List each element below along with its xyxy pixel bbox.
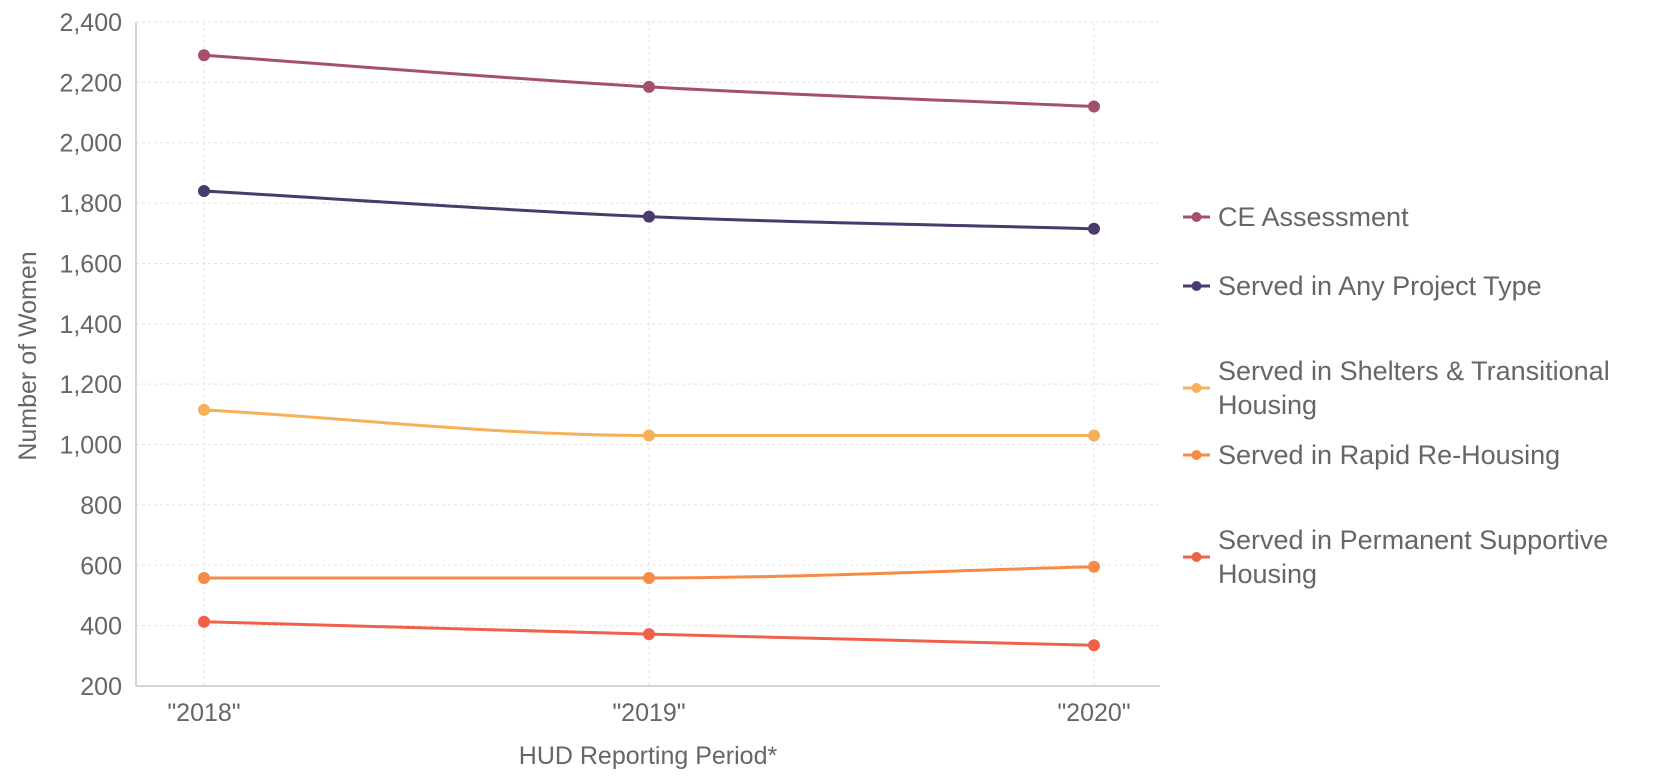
y-tick-label: 2,000 bbox=[59, 130, 122, 158]
legend-label-line: Served in Permanent Supportive bbox=[1218, 525, 1608, 555]
y-tick-label: 2,400 bbox=[59, 9, 122, 37]
data-point[interactable] bbox=[643, 571, 655, 584]
legend-item[interactable]: CE Assessment bbox=[1183, 202, 1409, 232]
data-point[interactable] bbox=[1088, 639, 1100, 652]
legend-label-line: Served in Any Project Type bbox=[1218, 271, 1542, 301]
data-point[interactable] bbox=[643, 628, 655, 641]
y-tick-label: 1,400 bbox=[59, 311, 122, 339]
x-tick-label: "2020" bbox=[1057, 699, 1130, 727]
legend-marker-dot bbox=[1191, 450, 1202, 460]
legend-label: Served in Shelters & Transitional Housing bbox=[1218, 356, 1610, 420]
y-tick-label: 600 bbox=[80, 552, 122, 580]
y-tick-label: 1,000 bbox=[59, 432, 122, 460]
data-point[interactable] bbox=[643, 429, 655, 442]
legend-item[interactable]: Served in Any Project Type bbox=[1183, 271, 1542, 301]
legend-item[interactable]: Served in Rapid Re-Housing bbox=[1183, 440, 1560, 470]
x-tick-label: "2018" bbox=[167, 699, 240, 727]
y-tick-label: 400 bbox=[80, 613, 122, 641]
legend-label: Served in Any Project Type bbox=[1218, 271, 1542, 301]
x-axis-ticks: "2018" "2019" "2020" bbox=[167, 699, 1130, 727]
legend-item[interactable]: Served in Permanent Supportive Housing bbox=[1183, 525, 1608, 589]
series-5 bbox=[198, 615, 1100, 652]
legend: CE Assessment Served in Any Project Type S… bbox=[1183, 202, 1610, 589]
series-1 bbox=[198, 49, 1100, 113]
x-axis-title: HUD Reporting Period* bbox=[519, 742, 778, 770]
legend-label-line: Housing bbox=[1218, 390, 1317, 420]
legend-label-line: Served in Shelters & Transitional bbox=[1218, 356, 1610, 386]
series-4 bbox=[198, 560, 1100, 584]
axes bbox=[135, 22, 1160, 687]
data-point[interactable] bbox=[643, 210, 655, 223]
grid bbox=[136, 21, 1160, 687]
legend-marker-dot bbox=[1191, 281, 1202, 291]
data-point[interactable] bbox=[198, 615, 210, 628]
data-point[interactable] bbox=[198, 571, 210, 584]
data-point[interactable] bbox=[1088, 560, 1100, 573]
y-tick-label: 2,200 bbox=[59, 69, 122, 97]
legend-marker-dot bbox=[1191, 552, 1202, 562]
legend-label-line: Served in Rapid Re-Housing bbox=[1218, 440, 1560, 470]
data-point[interactable] bbox=[198, 185, 210, 198]
legend-marker-dot bbox=[1191, 383, 1202, 393]
legend-item[interactable]: Served in Shelters & Transitional Housing bbox=[1183, 356, 1610, 420]
series bbox=[198, 49, 1100, 652]
series-3 bbox=[198, 403, 1100, 442]
series-2 bbox=[198, 185, 1100, 235]
legend-label: Served in Permanent Supportive Housing bbox=[1218, 525, 1608, 589]
legend-label-line: CE Assessment bbox=[1218, 202, 1409, 232]
data-point[interactable] bbox=[643, 80, 655, 93]
data-point[interactable] bbox=[1088, 429, 1100, 442]
legend-marker-dot bbox=[1191, 212, 1202, 222]
y-axis-title: Number of Women bbox=[14, 251, 42, 460]
y-tick-label: 200 bbox=[80, 673, 122, 701]
data-point[interactable] bbox=[198, 403, 210, 416]
legend-label-line: Housing bbox=[1218, 559, 1317, 589]
legend-label: Served in Rapid Re-Housing bbox=[1218, 440, 1560, 470]
legend-label: CE Assessment bbox=[1218, 202, 1409, 232]
y-tick-label: 1,800 bbox=[59, 190, 122, 218]
y-tick-label: 800 bbox=[80, 492, 122, 520]
y-tick-label: 1,600 bbox=[59, 250, 122, 278]
x-tick-label: "2019" bbox=[612, 699, 685, 727]
data-point[interactable] bbox=[1088, 222, 1100, 235]
y-axis-ticks: 2,400 2,200 2,000 1,800 1,600 1,400 1,200 1,000… bbox=[59, 9, 122, 701]
series-line bbox=[203, 53, 1095, 109]
data-point[interactable] bbox=[1088, 100, 1100, 113]
data-point[interactable] bbox=[198, 49, 210, 62]
y-tick-label: 1,200 bbox=[59, 371, 122, 399]
